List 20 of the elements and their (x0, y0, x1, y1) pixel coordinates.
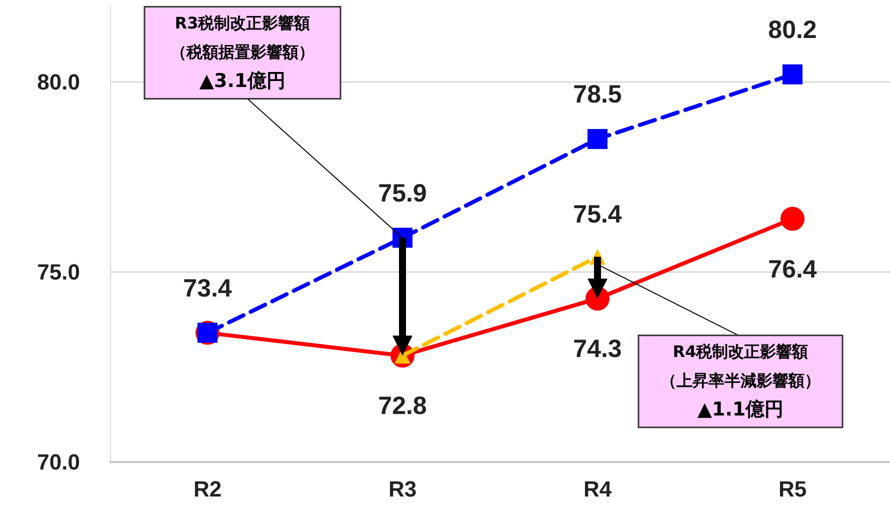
data-label: 76.4 (768, 255, 817, 284)
annotation: R4税制改正影響額（上昇率半減影響額）▲1.1億円 (660, 342, 820, 420)
y-tick-label: 70.0 (37, 450, 80, 474)
point (588, 129, 608, 149)
point (782, 64, 802, 84)
data-label: 75.9 (378, 179, 427, 208)
x-tick-label: R2 (193, 476, 222, 502)
data-label: 73.4 (183, 274, 232, 302)
x-tick-label: R3 (388, 476, 417, 502)
data-label: 80.2 (768, 16, 817, 44)
y-tick-label: 80.0 (37, 70, 80, 94)
x-tick-label: R5 (778, 476, 807, 502)
x-tick-label: R4 (583, 476, 612, 502)
annotation: R3税制改正影響額（税額据置影響額）▲3.1億円 (170, 13, 314, 92)
point (780, 206, 804, 231)
y-tick-label: 75.0 (37, 260, 80, 284)
data-label: 78.5 (573, 80, 622, 108)
data-label: 75.4 (573, 200, 622, 228)
data-label: 72.8 (378, 392, 427, 420)
data-label: 74.3 (573, 335, 622, 364)
